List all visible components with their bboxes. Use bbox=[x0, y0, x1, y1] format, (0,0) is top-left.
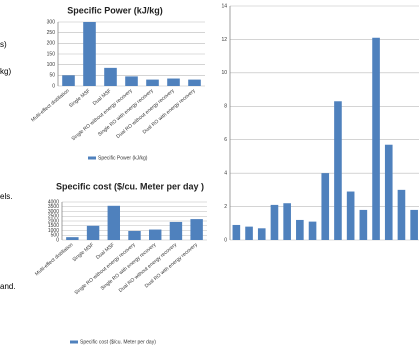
y-tick-label: 4 bbox=[224, 170, 227, 176]
bar bbox=[128, 230, 141, 240]
text-fragment: s) bbox=[0, 40, 7, 49]
legend-swatch bbox=[88, 156, 96, 160]
bar bbox=[270, 204, 279, 240]
bar bbox=[146, 79, 159, 86]
y-tick-label: 2 bbox=[224, 204, 227, 210]
bar bbox=[296, 219, 304, 240]
y-tick-label: 300 bbox=[47, 19, 56, 25]
y-tick-label: 0 bbox=[52, 83, 55, 89]
y-tick-label: 2500 bbox=[48, 214, 59, 220]
bar bbox=[283, 203, 291, 240]
y-tick-label: 250 bbox=[47, 30, 56, 36]
y-tick-label: 10 bbox=[221, 70, 227, 76]
bar bbox=[359, 209, 368, 240]
bar bbox=[334, 101, 342, 241]
bar bbox=[86, 225, 100, 240]
bar bbox=[66, 237, 79, 240]
y-tick-label: 3000 bbox=[48, 209, 59, 215]
y-tick-label: 4000 bbox=[48, 199, 59, 205]
bar bbox=[308, 221, 317, 240]
y-tick-label: 1500 bbox=[48, 223, 59, 229]
y-tick-label: 500 bbox=[51, 233, 60, 239]
y-tick-label: 12 bbox=[221, 37, 227, 43]
bar bbox=[397, 189, 406, 240]
bar bbox=[188, 79, 201, 86]
bar bbox=[83, 22, 96, 86]
y-tick-label: 0 bbox=[224, 237, 227, 243]
legend-label: Specific cost ($/cu. Meter per day) bbox=[80, 339, 156, 345]
x-tick-label: Multi-effect distillation bbox=[34, 242, 75, 277]
bar bbox=[107, 205, 120, 240]
x-tick-label: Multi-effect distillation bbox=[30, 88, 71, 123]
bar bbox=[62, 75, 75, 86]
legend-label: Specific Power (kJ/kg) bbox=[98, 155, 148, 161]
bar bbox=[169, 221, 183, 240]
y-tick-label: 6 bbox=[224, 137, 227, 143]
bar bbox=[257, 228, 266, 240]
bar bbox=[245, 226, 253, 240]
bar bbox=[321, 173, 330, 240]
y-tick-label: 100 bbox=[47, 62, 56, 68]
y-tick-label: 200 bbox=[47, 41, 56, 47]
chart-title: Specific Power (kJ/kg) bbox=[67, 5, 163, 15]
bar bbox=[104, 67, 117, 86]
bar bbox=[372, 37, 380, 240]
legend-swatch bbox=[70, 340, 78, 344]
x-tick-label: Single MSF bbox=[72, 242, 96, 263]
bar bbox=[232, 224, 241, 240]
y-tick-label: 1000 bbox=[48, 228, 59, 234]
bar bbox=[384, 144, 393, 240]
text-fragment: and. bbox=[0, 282, 16, 291]
bar bbox=[410, 209, 418, 240]
y-tick-label: 8 bbox=[224, 104, 227, 110]
bar bbox=[190, 219, 203, 240]
bar bbox=[167, 78, 180, 86]
bar bbox=[125, 76, 138, 86]
y-tick-label: 3500 bbox=[48, 204, 59, 210]
x-tick-label: Single MSF bbox=[68, 88, 92, 109]
y-tick-label: 150 bbox=[47, 51, 56, 57]
chart-title: Specific cost ($/cu. Meter per day ) bbox=[56, 181, 204, 191]
y-tick-label: 0 bbox=[56, 237, 59, 243]
bar bbox=[346, 191, 355, 240]
y-tick-label: 14 bbox=[221, 3, 227, 9]
y-tick-label: 50 bbox=[49, 73, 55, 79]
y-tick-label: 2000 bbox=[48, 218, 59, 224]
text-fragment: els. bbox=[0, 192, 12, 201]
text-fragment: kg) bbox=[0, 67, 11, 76]
bar bbox=[149, 229, 162, 240]
